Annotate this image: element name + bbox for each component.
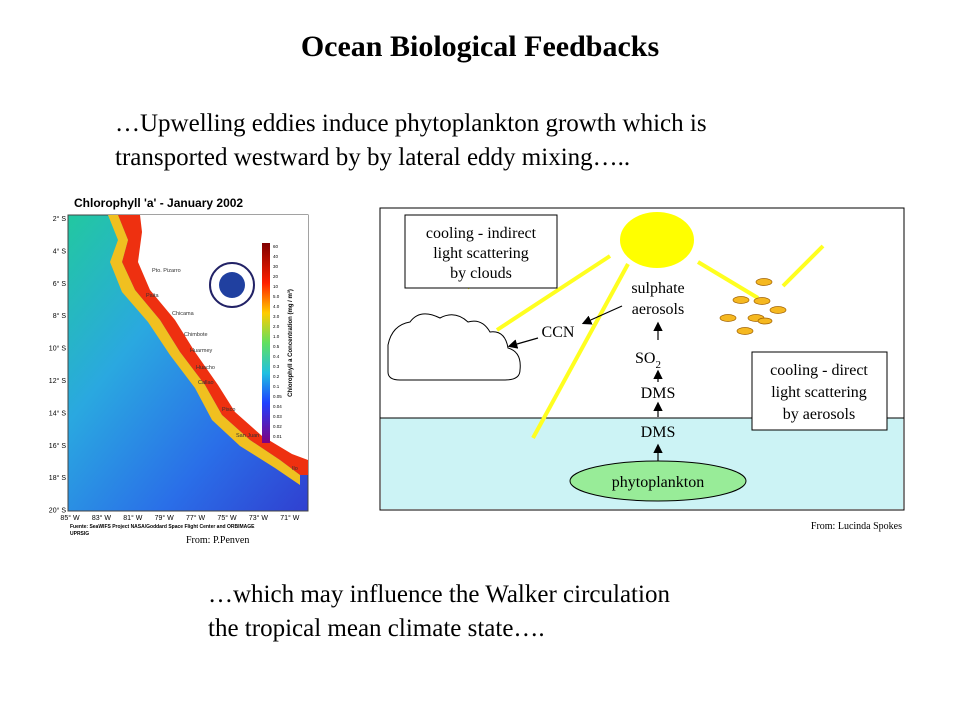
- place-label: Paita: [146, 293, 159, 299]
- colorbar-tick: 2.0: [273, 324, 280, 329]
- arrow: [581, 305, 623, 325]
- shelf: [108, 215, 300, 485]
- indirect-box: [404, 214, 558, 289]
- source-line: Fuente: SeaWIFS Project NASA/Goddard Spa…: [70, 524, 255, 530]
- lon-label: 83° W: [92, 514, 112, 522]
- closing-line: …which may influence the Walker circulat…: [208, 581, 670, 608]
- place-label: Chimbote: [184, 332, 208, 338]
- phytoplankton-label: phytoplankton: [612, 474, 704, 491]
- colorbar-tick: 40: [273, 254, 279, 259]
- so2-label: SO2: [635, 350, 661, 371]
- aerosols: [719, 278, 787, 335]
- colorbar-tick: 0.3: [273, 364, 280, 369]
- colorbar-tick: 0.1: [273, 384, 280, 389]
- colorbar-tick: 0.4: [273, 354, 280, 359]
- direct-box: [751, 351, 888, 431]
- colorbar-tick: 10: [273, 284, 279, 289]
- closing: …which may influence the Walker circulat…: [208, 581, 670, 642]
- colorbar-tick: 0.02: [273, 424, 282, 429]
- direct-label: cooling - direct: [770, 362, 868, 379]
- sulphate-label: aerosols: [632, 301, 684, 318]
- indirect-label: by clouds: [450, 265, 512, 282]
- colorbar-tick: 5.0: [273, 294, 280, 299]
- map-credit: From: P.Penven: [186, 535, 249, 546]
- lon-label: 85° W: [60, 514, 80, 522]
- closing-line: the tropical mean climate state….: [208, 615, 545, 642]
- map-title: Chlorophyll 'a' - January 2002: [74, 196, 243, 210]
- feedback-diagram: sulphate aerosols CCN SO2 DMS DMS phytop…: [379, 207, 905, 532]
- source-line: UPRSIG: [70, 531, 89, 537]
- cloud: [387, 313, 521, 381]
- colorbar: [262, 243, 270, 443]
- intro-line: transported westward by by lateral eddy …: [115, 144, 630, 171]
- indirect-label: light scattering: [433, 245, 529, 262]
- lon-label: 75° W: [217, 514, 237, 522]
- colorbar-tick: 0.01: [273, 434, 282, 439]
- ccn-label: CCN: [542, 324, 575, 341]
- arrow: [507, 337, 539, 349]
- lat-label: 18° S: [49, 474, 67, 482]
- lon-label: 81° W: [123, 514, 143, 522]
- sun-rays: [446, 244, 825, 439]
- colorbar-tick: 0.05: [273, 394, 282, 399]
- sulphate-label: sulphate: [631, 280, 684, 297]
- colorbar-tick: 4.0: [273, 304, 280, 309]
- arrows: [507, 305, 663, 461]
- map-labels: 2° S 4° S 6° S 8° S 10° S 12° S 14° S 16° S 18° …: [49, 215, 300, 537]
- direct-label: by aerosols: [783, 406, 855, 423]
- diagram-labels: sulphate aerosols CCN SO2 DMS DMS phytop…: [426, 225, 869, 491]
- place-label: Chicama: [172, 311, 195, 317]
- ray: [531, 263, 630, 439]
- ray: [781, 244, 825, 288]
- place-label: Ilo: [292, 466, 298, 472]
- lat-label: 10° S: [49, 345, 67, 353]
- so2-sub: 2: [655, 359, 661, 371]
- place-label: San Juan: [236, 433, 259, 439]
- lat-label: 14° S: [49, 409, 67, 417]
- colorbar-tick: 3.0: [273, 314, 280, 319]
- colorbar-tick: 0.2: [273, 374, 280, 379]
- colorbar-tick: 0.04: [273, 404, 282, 409]
- colorbar-tick: 1.0: [273, 334, 280, 339]
- place-label: Huacho: [196, 365, 215, 371]
- diagram-credit: From: Lucinda Spokes: [811, 521, 902, 532]
- colorbar-title: Chlorophyll a Concentration (mg / m³): [287, 289, 294, 397]
- colorbar-tick: 60: [273, 244, 279, 249]
- ray: [495, 254, 612, 332]
- lat-label: 4° S: [53, 247, 67, 255]
- intro: …Upwelling eddies induce phytoplankton g…: [115, 110, 707, 171]
- intro-line: …Upwelling eddies induce phytoplankton g…: [115, 110, 707, 137]
- lat-label: 2° S: [53, 215, 67, 223]
- title: Ocean Biological Feedbacks: [301, 30, 659, 63]
- lon-label: 77° W: [186, 514, 206, 522]
- lat-label: 8° S: [53, 312, 67, 320]
- dms-air-label: DMS: [641, 385, 676, 402]
- logo-inner: [219, 272, 245, 298]
- indirect-label: cooling - indirect: [426, 225, 537, 242]
- colorbar-tick: 30: [273, 264, 279, 269]
- lon-label: 71° W: [280, 514, 300, 522]
- direct-label: light scattering: [771, 384, 867, 401]
- sun: [620, 212, 694, 268]
- lat-label: 12° S: [49, 377, 67, 385]
- lat-label: 16° S: [49, 442, 67, 450]
- colorbar-tick: 20: [273, 274, 279, 279]
- lat-label: 20° S: [49, 507, 67, 515]
- place-label: Callao: [198, 380, 214, 386]
- dms-sea-label: DMS: [641, 424, 676, 441]
- lat-label: 6° S: [53, 280, 67, 288]
- chlorophyll-map: Chlorophyll 'a' - January 2002 Chlorophy…: [49, 196, 309, 546]
- lon-label: 73° W: [249, 514, 269, 522]
- colorbar-tick: 0.03: [273, 414, 282, 419]
- ray: [696, 260, 760, 300]
- place-label: Huarmey: [190, 348, 213, 354]
- lon-label: 79° W: [155, 514, 175, 522]
- place-label: Pisco: [222, 407, 235, 413]
- colorbar-tick: 0.5: [273, 344, 280, 349]
- so2-main: SO: [635, 350, 655, 367]
- place-label: Pto. Pizarro: [152, 268, 181, 274]
